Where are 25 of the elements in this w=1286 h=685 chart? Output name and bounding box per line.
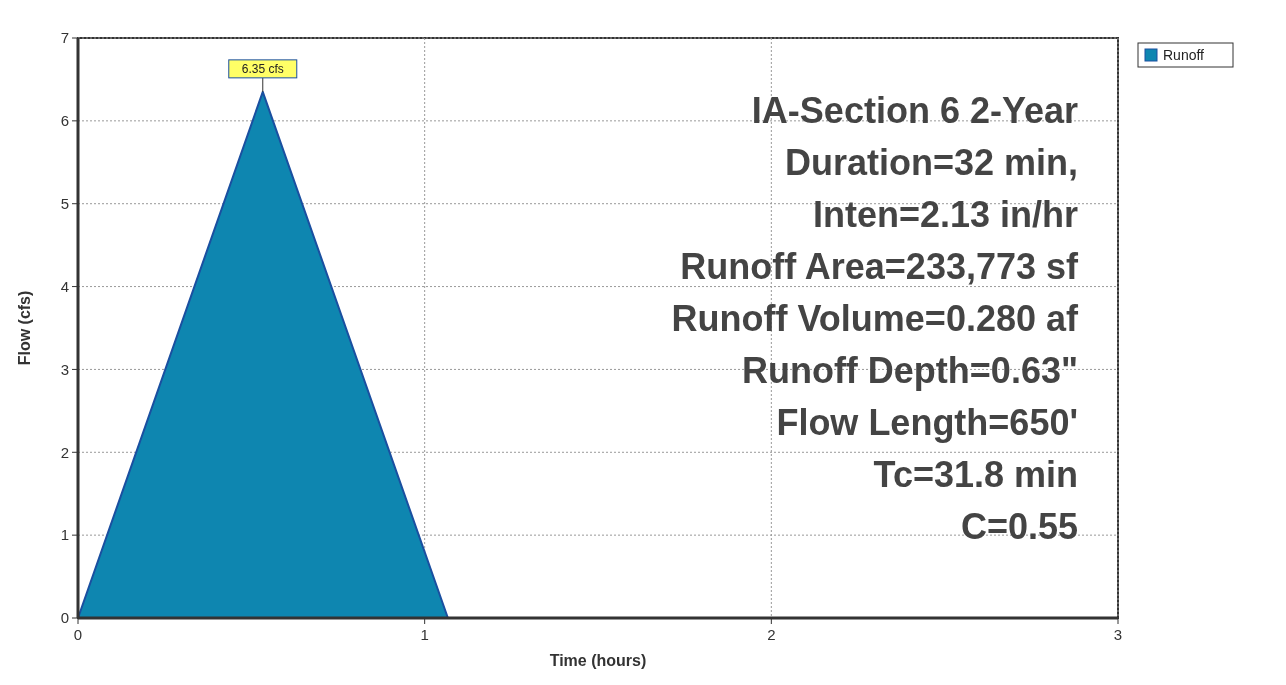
x-tick-label: 3 bbox=[1113, 626, 1123, 643]
x-tick-label: 1 bbox=[420, 626, 429, 643]
y-tick-label: 2 bbox=[60, 443, 69, 461]
x-axis-title: Time (hours) bbox=[549, 652, 647, 669]
y-tick-label: 3 bbox=[60, 360, 69, 378]
annotation: 6.35 cfs bbox=[241, 61, 284, 76]
y-tick-label: 7 bbox=[60, 29, 69, 47]
annotation: Runoff Depth=0.63" bbox=[741, 350, 1078, 391]
annotation: Runoff Area=233,773 sf bbox=[680, 246, 1080, 287]
annotation: Inten=2.13 in/hr bbox=[812, 194, 1078, 235]
y-tick-label: 5 bbox=[60, 194, 69, 212]
annotation: Flow Length=650' bbox=[776, 402, 1078, 443]
y-tick-label: 1 bbox=[60, 526, 69, 544]
y-tick-label: 0 bbox=[60, 609, 69, 627]
legend-label: Runoff bbox=[1163, 47, 1205, 63]
y-tick-label: 6 bbox=[60, 112, 69, 130]
x-tick-label: 0 bbox=[73, 626, 83, 643]
annotation: C=0.55 bbox=[960, 506, 1078, 547]
annotation: Tc=31.8 min bbox=[873, 454, 1078, 495]
annotation: IA-Section 6 2-Year bbox=[751, 90, 1078, 131]
y-tick-label: 4 bbox=[60, 277, 69, 295]
x-tick-label: 2 bbox=[767, 626, 776, 643]
annotation: Duration=32 min, bbox=[784, 142, 1078, 183]
y-axis-title: Flow (cfs) bbox=[16, 290, 33, 366]
annotation: Runoff Volume=0.280 af bbox=[671, 298, 1079, 339]
